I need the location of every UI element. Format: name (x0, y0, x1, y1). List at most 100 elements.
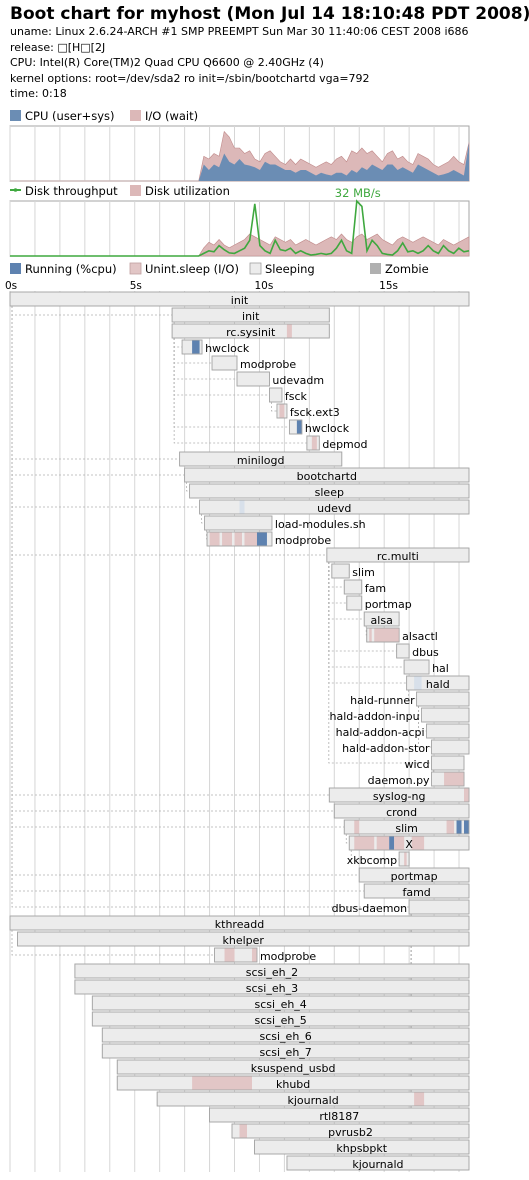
process-label: minilogd (237, 454, 285, 467)
process-state-segment (389, 836, 395, 850)
process-label: alsa (371, 614, 393, 627)
process-connector (173, 338, 183, 348)
unint-legend-label: Unint.sleep (I/O) (145, 262, 239, 276)
process-bar-outline (288, 419, 303, 435)
process-connector (11, 306, 185, 476)
process-label: alsactl (402, 630, 438, 643)
process-bar-outline (171, 307, 330, 323)
process-bar-outline (156, 1091, 470, 1107)
process-state-segment (444, 772, 465, 786)
process-state-segment (222, 532, 233, 546)
process-state-segment (239, 500, 245, 514)
process-bar-outline (206, 531, 273, 547)
process-bar-outline (101, 1043, 470, 1059)
process-connector (201, 514, 205, 524)
process-bar (236, 371, 270, 387)
utilization-legend-label: Disk utilization (145, 184, 230, 198)
process-connector (328, 562, 432, 764)
process-connector (11, 306, 200, 508)
process-bar-outline (331, 563, 350, 579)
process-bar (431, 755, 465, 771)
process-bar-outline (398, 851, 410, 867)
process-label: scsi_eh_2 (246, 966, 298, 979)
process-connector (11, 306, 360, 876)
process-bar (426, 723, 470, 739)
process-bar-outline (236, 371, 270, 387)
process-label: hwclock (205, 342, 250, 355)
process-label: modprobe (260, 950, 316, 963)
process-bar-outline (179, 451, 343, 467)
process-label: rc.multi (377, 550, 419, 563)
unint-legend-swatch (129, 262, 142, 275)
process-state-segment (376, 836, 390, 850)
process-bar-outline (91, 1011, 470, 1027)
cpu-legend-label: CPU (user+sys) (25, 109, 115, 123)
process-bar-outline (328, 787, 470, 803)
process-label: khelper (223, 934, 265, 947)
process-bar (396, 643, 410, 659)
process-label: rtl8187 (319, 1110, 359, 1123)
process-bar-outline (363, 611, 400, 627)
process-state-segment (209, 532, 220, 546)
process-label: khubd (276, 1078, 310, 1091)
process-state-segment (354, 820, 360, 834)
process-bar (331, 563, 350, 579)
process-label: fsck.ext3 (290, 406, 340, 419)
time-tick-label: 10s (254, 280, 273, 292)
process-label: scsi_eh_5 (255, 1014, 307, 1027)
time-tick-label: 5s (130, 280, 142, 292)
process-bar-outline (214, 947, 258, 963)
process-connector (173, 338, 307, 444)
process-label: scsi_eh_4 (255, 998, 307, 1011)
process-label: fsck (285, 390, 308, 403)
process-bar (421, 707, 470, 723)
process-bar-outline (346, 595, 363, 611)
process-bar-outline (269, 387, 283, 403)
process-bar (214, 947, 258, 963)
process-bar (211, 355, 238, 371)
process-state-segment (192, 1076, 252, 1090)
process-bar-outline (326, 547, 470, 563)
process-label: scsi_eh_7 (259, 1046, 311, 1059)
process-label: xkbcomp (347, 854, 397, 867)
process-label: syslog-ng (373, 790, 426, 803)
process-label: hald-addon-acpi (336, 726, 425, 739)
process-bar-outline (276, 403, 288, 419)
process-state-segment (464, 820, 469, 834)
sleeping-legend-label: Sleeping (265, 262, 315, 276)
process-connector (418, 706, 432, 748)
process-bar-outline (101, 1027, 470, 1043)
process-bar-outline (17, 931, 470, 947)
process-bar-outline (363, 883, 470, 899)
process-label: load-modules.sh (275, 518, 366, 531)
process-state-segment (374, 628, 400, 642)
process-label: famd (402, 886, 430, 899)
process-connector (271, 402, 277, 412)
process-bar-outline (204, 515, 273, 531)
process-bar (269, 387, 283, 403)
process-state-segment (411, 836, 425, 850)
process-state-segment (414, 676, 422, 690)
process-bar-outline (74, 979, 470, 995)
process-label: wicd (404, 758, 429, 771)
process-bar-outline (403, 659, 430, 675)
process-bar-outline (231, 1123, 470, 1139)
process-bar-outline (431, 739, 470, 755)
release-line: release: □[H□[2J (10, 40, 106, 54)
process-bar-outline (254, 1139, 470, 1155)
process-label: scsi_eh_3 (246, 982, 298, 995)
process-label: crond (386, 806, 417, 819)
time-tick-label: 15s (379, 280, 398, 292)
process-connector (186, 482, 190, 492)
process-bar-outline (184, 467, 470, 483)
process-label: hal (432, 662, 449, 675)
process-label: init (242, 310, 260, 323)
process-connector (11, 306, 180, 460)
process-connector (328, 562, 332, 572)
process-label: portmap (391, 870, 438, 883)
process-label: dbus-daemon (332, 902, 408, 915)
process-bar (416, 691, 470, 707)
process-state-segment (394, 836, 405, 850)
process-bar-outline (9, 915, 470, 931)
process-label: daemon.py (368, 774, 430, 787)
